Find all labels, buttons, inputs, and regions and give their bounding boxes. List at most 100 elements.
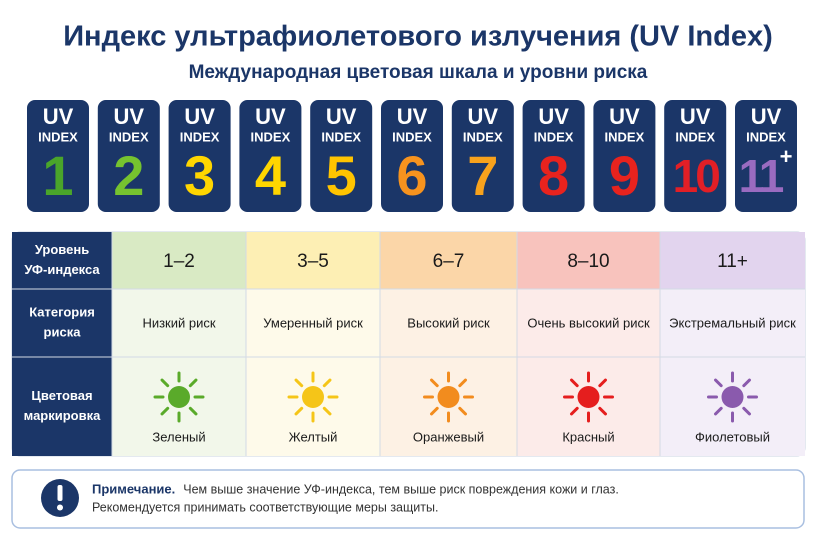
note-label: Примечание. <box>92 481 175 496</box>
note-icon-bar <box>57 485 63 501</box>
uv-badge <box>27 100 89 212</box>
sun-ray <box>188 378 198 388</box>
sun-ray <box>742 378 751 388</box>
sun-ray <box>294 378 304 388</box>
sun-ray <box>598 378 607 388</box>
sun-ray <box>294 406 304 416</box>
sun-ray <box>742 406 751 416</box>
level-text: 6–7 <box>433 251 465 272</box>
badge-index: INDEX <box>746 129 786 144</box>
sun-ray <box>458 378 467 388</box>
sun-ray <box>598 406 607 416</box>
uv-badge <box>239 100 302 212</box>
sun-ray <box>322 378 332 388</box>
badge-number: 9 <box>609 144 640 207</box>
badge-index: INDEX <box>109 129 149 144</box>
badge-number: 11 <box>739 150 784 202</box>
row-header: риска <box>44 324 82 339</box>
badge-number: 1 <box>42 144 73 207</box>
badge-index: INDEX <box>38 129 78 144</box>
badge-uv: UV <box>468 104 499 129</box>
note-icon-dot <box>57 504 63 511</box>
sun-ray <box>430 406 439 416</box>
badge-number: 8 <box>538 144 569 207</box>
badge-index: INDEX <box>463 129 503 144</box>
row-header: УФ-индекса <box>24 262 100 277</box>
badge-uv: UV <box>680 104 711 129</box>
uv-badge <box>97 100 160 212</box>
badge-index: INDEX <box>321 129 361 144</box>
badge-number: 6 <box>396 144 427 207</box>
note-box <box>11 469 805 529</box>
level-text: 3–5 <box>297 251 329 272</box>
uv-badge <box>664 100 727 212</box>
sun-ray <box>160 406 170 416</box>
level-cell <box>246 232 380 289</box>
badge-index: INDEX <box>392 129 432 144</box>
badge-index: INDEX <box>180 129 220 144</box>
badge-uv: UV <box>326 104 357 129</box>
badge-plus: + <box>780 144 793 169</box>
badge-number: 7 <box>467 144 498 207</box>
badge-uv: UV <box>114 104 145 129</box>
row-header: Цветовая <box>31 388 92 403</box>
category-text: Экстремальный риск <box>669 315 796 330</box>
sun-ray <box>188 406 198 416</box>
uv-badge <box>735 100 797 212</box>
sun-ray <box>160 378 170 388</box>
category-text: Умеренный риск <box>263 315 363 330</box>
row-header: Категория <box>29 304 95 319</box>
note-text: Рекомендуется принимать соответствующие … <box>92 500 438 514</box>
category-text: Высокий риск <box>407 315 490 330</box>
badge-uv: UV <box>184 104 215 129</box>
level-text: 1–2 <box>163 251 195 272</box>
sun-icon <box>168 386 190 408</box>
sun-icon <box>302 386 324 408</box>
badge-number: 4 <box>255 144 286 207</box>
badge-index: INDEX <box>534 129 574 144</box>
uv-badge <box>451 100 514 212</box>
badge-uv: UV <box>397 104 428 129</box>
badge-index: INDEX <box>605 129 645 144</box>
uv-badge <box>593 100 656 212</box>
color-name: Зеленый <box>152 429 205 444</box>
level-cell <box>517 232 660 289</box>
note-text: Чем выше значение УФ-индекса, тем выше р… <box>183 482 619 496</box>
color-name: Фиолетовый <box>695 429 770 444</box>
sun-ray <box>714 406 723 416</box>
uv-badge <box>168 100 231 212</box>
level-cell <box>112 232 246 289</box>
badge-uv: UV <box>255 104 286 129</box>
uv-badge <box>522 100 585 212</box>
sun-ray <box>430 378 439 388</box>
badge-number: 2 <box>113 144 144 207</box>
color-name: Красный <box>562 429 614 444</box>
color-name: Оранжевый <box>413 429 484 444</box>
row-header: Уровень <box>35 242 89 257</box>
sun-icon <box>437 386 460 408</box>
color-name: Желтый <box>289 429 338 444</box>
badge-number: 10 <box>673 150 720 202</box>
category-text: Низкий риск <box>142 315 215 330</box>
badge-uv: UV <box>751 104 782 129</box>
row-header-bg <box>12 232 112 456</box>
badge-index: INDEX <box>251 129 291 144</box>
level-cell <box>660 232 805 289</box>
badge-uv: UV <box>609 104 640 129</box>
uv-badge <box>381 100 443 212</box>
subtitle: Международная цветовая шкала и уровни ри… <box>189 62 648 83</box>
sun-icon <box>577 386 600 408</box>
title: Индекс ультрафиолетового излучения (UV I… <box>63 21 773 53</box>
sun-ray <box>458 406 467 416</box>
sun-ray <box>570 406 579 416</box>
sun-ray <box>714 378 723 388</box>
sun-ray <box>570 378 579 388</box>
category-text: Очень высокий риск <box>527 315 650 330</box>
row-header: маркировка <box>24 408 101 423</box>
badge-uv: UV <box>538 104 569 129</box>
sun-ray <box>322 406 332 416</box>
level-text: 11+ <box>717 251 748 272</box>
